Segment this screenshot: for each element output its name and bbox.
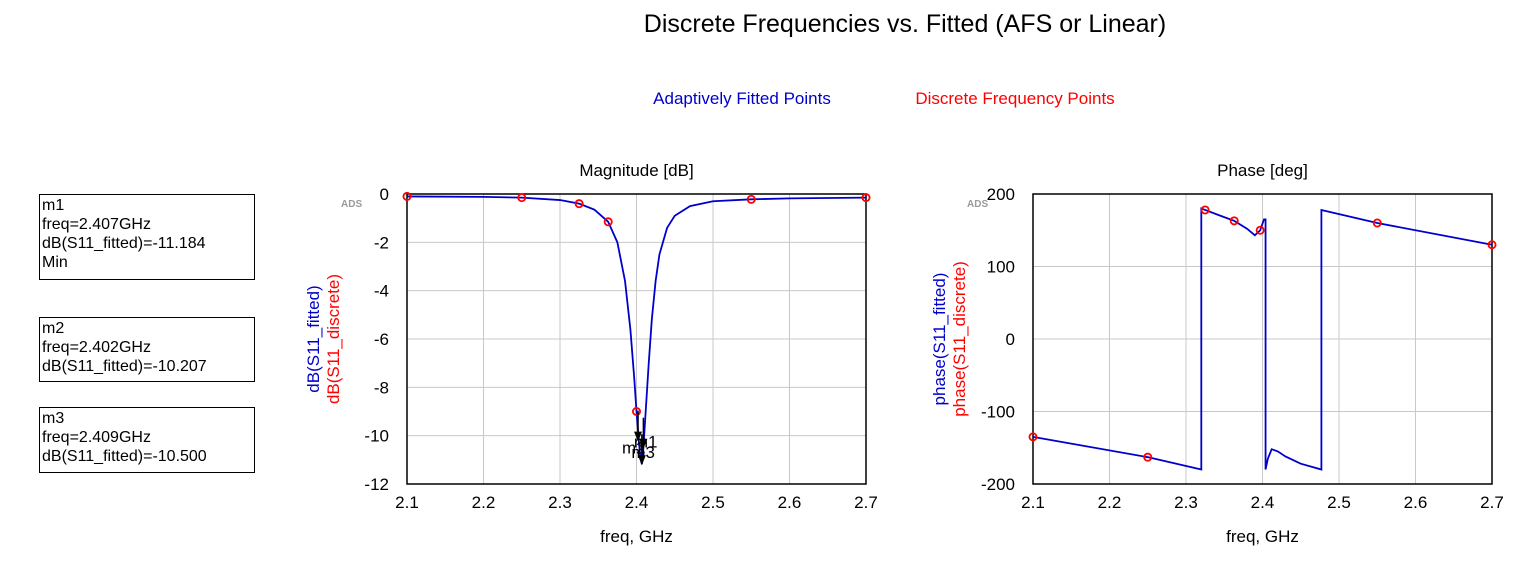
mag-ytick-label: -12: [364, 475, 389, 494]
mag-ytick-label: -2: [374, 233, 389, 252]
phase-ytick-label: 100: [987, 258, 1015, 277]
phase-title: Phase [deg]: [1217, 161, 1308, 180]
marker-m3-name: m3: [42, 410, 65, 427]
mag-discrete-point: [402, 191, 412, 201]
mag-discrete-point: [517, 193, 527, 203]
page-title: Discrete Frequencies vs. Fitted (AFS or …: [644, 10, 1166, 38]
phase-ylabel-fitted: phase(S11_fitted): [930, 273, 949, 406]
marker-m3-freq: freq=2.409GHz: [42, 429, 151, 446]
mag-discrete-point: [603, 217, 613, 227]
mag-xtick-label: 2.4: [625, 493, 649, 512]
phase-frame: [1032, 193, 1493, 485]
mag-xtick-label: 2.7: [854, 493, 878, 512]
mag-xtick-label: 2.2: [472, 493, 496, 512]
phase-discrete-point: [1255, 225, 1265, 235]
marker-box-m1: m1 freq=2.407GHz dB(S11_fitted)=-11.184 …: [39, 194, 255, 280]
mag-ytick-label: -10: [364, 427, 389, 446]
mag-xtick-label: 2.3: [548, 493, 572, 512]
mag-ytick-label: -4: [374, 282, 389, 301]
mag-discrete-point: [861, 193, 871, 203]
mag-frame: [406, 193, 867, 485]
marker-m3-arrowhead: [639, 438, 648, 449]
marker-box-m2: m2 freq=2.402GHz dB(S11_fitted)=-10.207: [39, 317, 255, 382]
marker-m1-name: m1: [42, 197, 65, 214]
mag-discrete-point: [632, 406, 642, 416]
mag-discrete-point: [746, 194, 756, 204]
phase-xtick-label: 2.3: [1174, 493, 1198, 512]
phase-ytick-label: -200: [981, 475, 1015, 494]
phase-discrete-point: [1372, 218, 1382, 228]
phase-discrete-point: [1028, 432, 1038, 442]
marker-m2-value: dB(S11_fitted)=-10.207: [42, 358, 207, 375]
phase-xtick-label: 2.6: [1404, 493, 1428, 512]
marker-m2-freq: freq=2.402GHz: [42, 339, 151, 356]
mag-title: Magnitude [dB]: [579, 161, 693, 180]
mag-ylabel-discrete: dB(S11_discrete): [324, 274, 343, 404]
phase-discrete-point: [1229, 216, 1239, 226]
marker-m1-value: dB(S11_fitted)=-11.184: [42, 235, 206, 252]
marker-m3-label: m3: [631, 443, 655, 462]
phase-discrete-point: [1200, 205, 1210, 215]
phase-ytick-label: -100: [981, 403, 1015, 422]
phase-discrete-point: [1143, 452, 1153, 462]
phase-xtick-label: 2.7: [1480, 493, 1504, 512]
marker-box-m3: m3 freq=2.409GHz dB(S11_fitted)=-10.500: [39, 407, 255, 473]
marker-m2-label: m2: [622, 439, 646, 458]
mag-discrete-point: [574, 199, 584, 209]
mag-xtick-label: 2.5: [701, 493, 725, 512]
mag-watermark: ADS: [341, 199, 362, 210]
legend-discrete-label: Discrete Frequency Points: [915, 89, 1114, 108]
marker-m1-arrowhead: [637, 455, 646, 466]
mag-xlabel: freq, GHz: [600, 527, 673, 546]
phase-xtick-label: 2.5: [1327, 493, 1351, 512]
phase-ylabel-discrete: phase(S11_discrete): [950, 261, 969, 417]
phase-xtick-label: 2.1: [1021, 493, 1045, 512]
phase-chart: 2.1 2.2 2.3 2.4 2.5 2.6 2.7 200 100 0 -100 -200 Phas…: [930, 161, 1504, 546]
phase-fitted-line: [1032, 207, 1493, 471]
magnitude-chart: 2.1 2.2 2.3 2.4 2.5 2.6 2.7 0 -2 -4 -6 -8 -10 -12 Magn…: [304, 161, 878, 546]
marker-m3-value: dB(S11_fitted)=-10.500: [42, 448, 207, 465]
phase-xtick-label: 2.4: [1251, 493, 1275, 512]
phase-ytick-label: 200: [987, 185, 1015, 204]
marker-m2-arrowhead: [634, 431, 643, 442]
phase-xlabel: freq, GHz: [1226, 527, 1299, 546]
mag-xtick-label: 2.6: [778, 493, 802, 512]
mag-xtick-label: 2.1: [395, 493, 419, 512]
legend-fitted-label: Adaptively Fitted Points: [653, 89, 831, 108]
marker-m1-extra: Min: [42, 254, 68, 271]
phase-watermark: ADS: [967, 199, 988, 210]
mag-ytick-label: -6: [374, 330, 389, 349]
mag-ytick-label: 0: [380, 185, 389, 204]
mag-ylabel-fitted: dB(S11_fitted): [304, 285, 323, 392]
phase-ytick-label: 0: [1006, 330, 1015, 349]
marker-m1-freq: freq=2.407GHz: [42, 216, 151, 233]
phase-discrete-point: [1487, 240, 1497, 250]
phase-xtick-label: 2.2: [1098, 493, 1122, 512]
mag-ytick-label: -8: [374, 378, 389, 397]
marker-m2-name: m2: [42, 320, 65, 337]
